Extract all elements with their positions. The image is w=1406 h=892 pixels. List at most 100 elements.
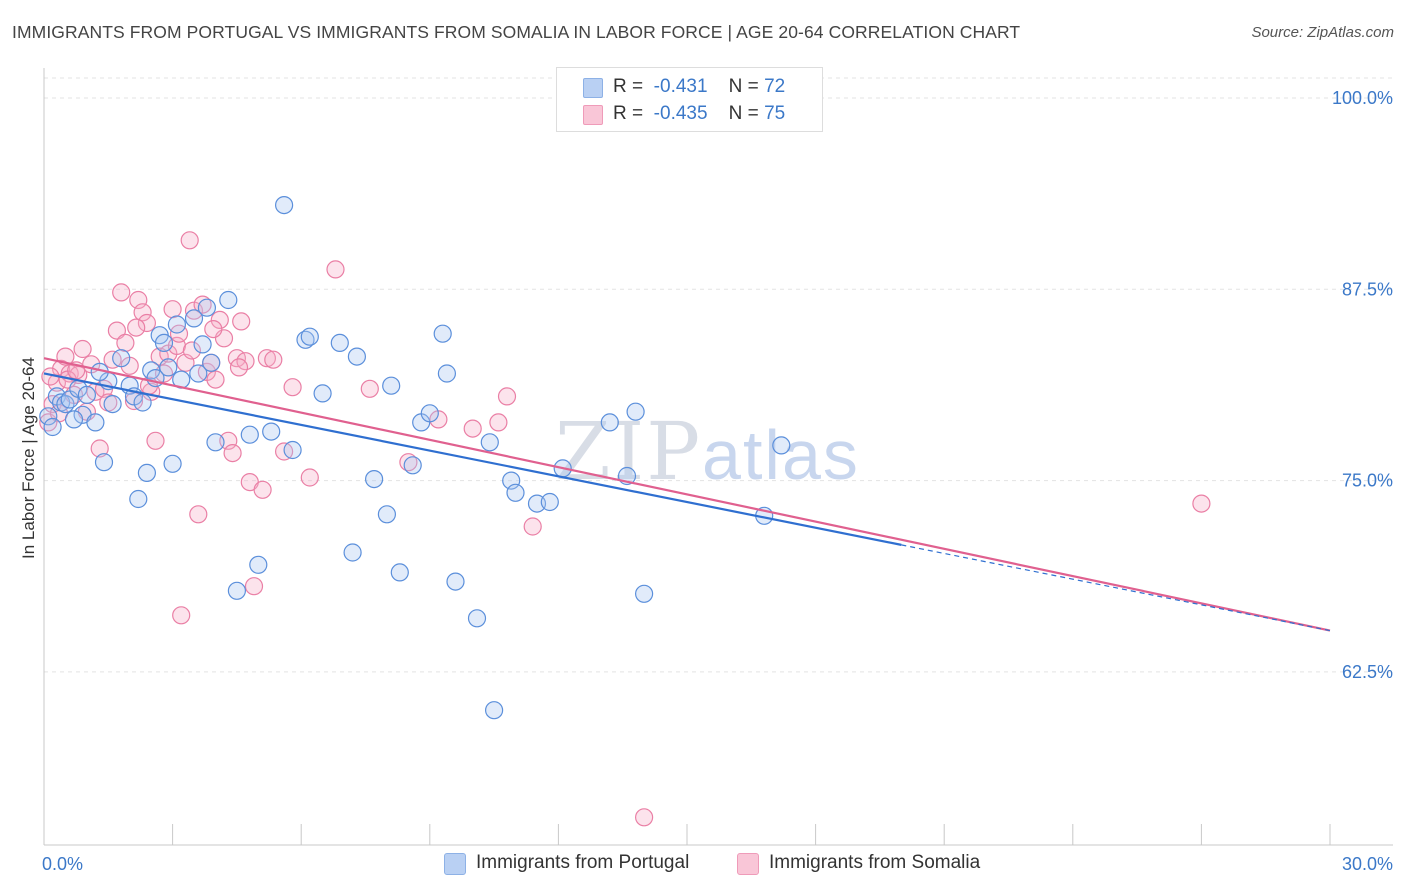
data-point [229, 358, 249, 377]
data-point [39, 407, 58, 426]
data-point [64, 410, 84, 429]
data-point [189, 505, 208, 524]
data-point [326, 260, 345, 279]
correlation-legend: R = -0.431 N = 72 R = -0.435 N = 75 [556, 67, 823, 132]
trend-line-portugal-extension [901, 544, 1331, 632]
data-point [634, 584, 654, 603]
data-point [390, 563, 409, 582]
portugal-n-label: N = [728, 76, 759, 97]
data-point [146, 431, 165, 450]
data-point [189, 364, 208, 383]
data-point [90, 439, 109, 458]
data-point [330, 333, 349, 352]
data-point [497, 387, 517, 406]
data-point [506, 483, 525, 502]
data-point [1192, 494, 1211, 513]
bottom-portugal-label: Immigrants from Portugal [476, 852, 690, 873]
data-point [240, 425, 259, 444]
x-tick-label-max: 30.0% [1342, 854, 1393, 874]
portugal-r-value: -0.431 [653, 76, 708, 97]
data-point [193, 335, 212, 354]
data-point [446, 572, 465, 591]
data-point [73, 339, 92, 359]
data-point [600, 413, 619, 432]
data-point [116, 333, 135, 352]
data-point [467, 609, 487, 628]
data-point [626, 402, 645, 421]
data-point [300, 327, 319, 346]
data-point [137, 463, 156, 482]
data-point [257, 349, 276, 368]
portugal-r-label: R = [613, 76, 644, 97]
y-tick-label: 100.0% [1332, 88, 1393, 108]
data-point [227, 581, 246, 600]
trend-lines [43, 357, 1331, 632]
somalia-r-label: R = [613, 103, 644, 124]
data-point [154, 333, 174, 352]
data-point [112, 283, 131, 302]
source-label: Source: ZipAtlas.com [1251, 24, 1394, 41]
data-point [377, 505, 396, 524]
data-point [223, 444, 242, 463]
data-point [283, 440, 302, 460]
x-tick-label-min: 0.0% [42, 854, 83, 874]
data-point [433, 324, 452, 343]
data-point [159, 358, 178, 377]
data-point [463, 419, 482, 438]
data-point [420, 404, 439, 423]
data-point [347, 347, 366, 366]
data-point [300, 468, 319, 487]
bottom-portugal-swatch [444, 853, 466, 875]
data-point [523, 517, 542, 536]
data-point [275, 196, 294, 215]
bottom-somalia-swatch [737, 853, 759, 875]
data-point [360, 379, 379, 398]
y-tick-label: 62.5% [1342, 662, 1393, 682]
series-portugal [39, 196, 791, 720]
axes [43, 68, 1393, 846]
data-point [244, 577, 264, 596]
data-point [137, 313, 156, 333]
tick-labels: 62.5% 75.0% 87.5% 100.0% 0.0% 30.0% [42, 88, 1393, 874]
data-point [184, 309, 204, 328]
data-point [182, 341, 201, 360]
series-somalia [39, 231, 1211, 827]
data-point [103, 395, 122, 414]
data-point [403, 456, 422, 475]
data-point [133, 303, 152, 322]
data-point [219, 290, 238, 310]
bottom-somalia-label: Immigrants from Somalia [769, 852, 981, 873]
data-point [264, 350, 283, 369]
data-point [77, 385, 97, 404]
data-point [262, 422, 281, 441]
data-point [772, 436, 791, 455]
data-point [204, 320, 223, 339]
data-point [172, 606, 191, 625]
trend-line-portugal [43, 372, 902, 546]
somalia-n-label: N = [728, 103, 759, 124]
y-tick-label: 75.0% [1342, 471, 1393, 491]
data-point [283, 378, 302, 397]
data-point [94, 453, 114, 472]
data-point [167, 315, 186, 334]
somalia-r-value: -0.435 [653, 103, 708, 124]
y-axis-title: In Labor Force | Age 20-64 [19, 357, 38, 559]
somalia-swatch [583, 105, 603, 125]
y-tick-label: 87.5% [1342, 279, 1393, 299]
data-point [129, 489, 148, 509]
data-point [163, 454, 182, 473]
data-point [489, 413, 508, 432]
data-point [249, 555, 268, 574]
data-point [365, 470, 384, 489]
data-point [127, 318, 146, 337]
data-point [437, 364, 456, 383]
data-point [540, 492, 559, 512]
data-point [180, 231, 199, 250]
data-point [206, 370, 225, 389]
portugal-swatch [583, 78, 603, 98]
data-point [86, 413, 105, 432]
data-point [232, 312, 251, 331]
data-point [163, 300, 182, 319]
data-point [107, 321, 127, 340]
